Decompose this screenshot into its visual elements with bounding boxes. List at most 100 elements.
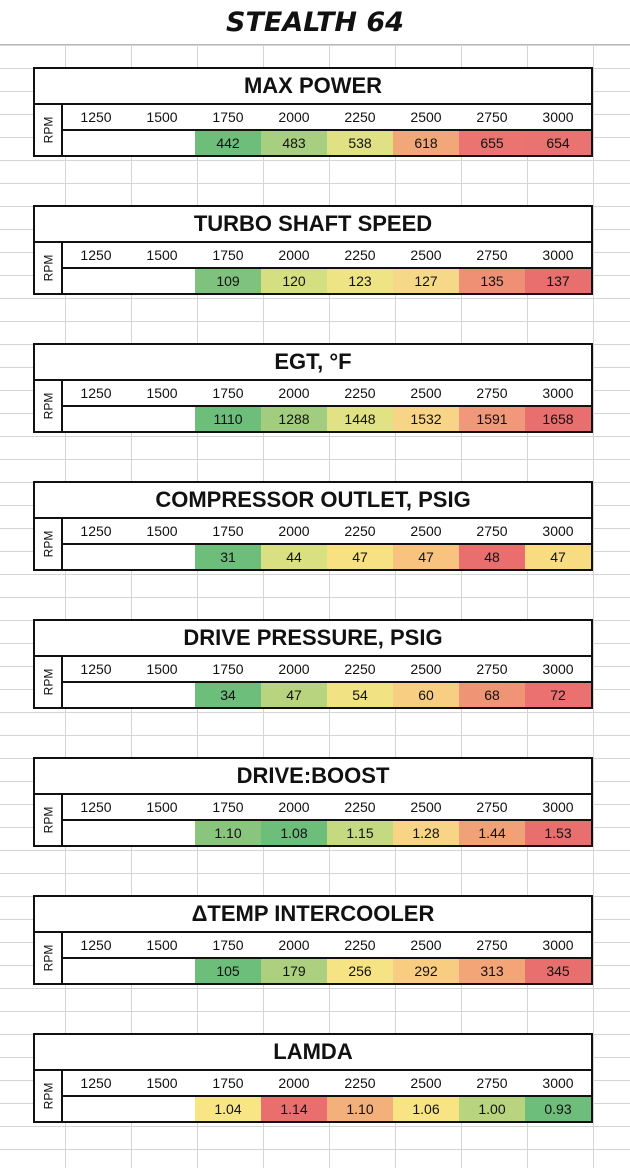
rpm-header-cell[interactable]: 1750 xyxy=(212,385,244,401)
rpm-header-cell[interactable]: 3000 xyxy=(542,937,574,953)
rpm-header-cell[interactable]: 2500 xyxy=(410,661,442,677)
rpm-header-cell[interactable]: 2000 xyxy=(278,247,310,263)
value-cell[interactable]: 1448 xyxy=(327,407,393,431)
rpm-header-cell[interactable]: 2000 xyxy=(278,109,310,125)
value-cell[interactable]: 1.53 xyxy=(525,821,591,845)
value-cell[interactable] xyxy=(63,683,129,707)
value-cell[interactable]: 127 xyxy=(393,269,459,293)
value-cell[interactable]: 137 xyxy=(525,269,591,293)
value-cell[interactable]: 47 xyxy=(393,545,459,569)
value-cell[interactable]: 256 xyxy=(327,959,393,983)
panel-title[interactable]: TURBO SHAFT SPEED xyxy=(35,207,591,243)
value-cell[interactable]: 1.08 xyxy=(261,821,327,845)
rpm-label-cell[interactable]: RPM xyxy=(35,243,63,293)
rpm-header-cell[interactable]: 1750 xyxy=(212,1075,244,1091)
value-cell[interactable]: 1.10 xyxy=(327,1097,393,1121)
value-cell[interactable] xyxy=(63,1097,129,1121)
value-cell[interactable]: 1.10 xyxy=(195,821,261,845)
rpm-header-cell[interactable]: 3000 xyxy=(542,799,574,815)
rpm-header-cell[interactable]: 1250 xyxy=(80,247,112,263)
rpm-header-cell[interactable]: 1750 xyxy=(212,937,244,953)
rpm-header-cell[interactable]: 2000 xyxy=(278,1075,310,1091)
rpm-header-cell[interactable]: 2000 xyxy=(278,799,310,815)
rpm-header-cell[interactable]: 3000 xyxy=(542,661,574,677)
rpm-header-cell[interactable]: 1250 xyxy=(80,523,112,539)
value-cell[interactable]: 179 xyxy=(261,959,327,983)
value-cell[interactable]: 120 xyxy=(261,269,327,293)
rpm-header-cell[interactable]: 2500 xyxy=(410,247,442,263)
rpm-header-cell[interactable]: 1500 xyxy=(146,661,178,677)
value-cell[interactable] xyxy=(63,131,129,155)
value-cell[interactable]: 34 xyxy=(195,683,261,707)
value-cell[interactable] xyxy=(63,821,129,845)
value-cell[interactable]: 0.93 xyxy=(525,1097,591,1121)
value-cell[interactable] xyxy=(63,959,129,983)
rpm-header-cell[interactable]: 1750 xyxy=(212,523,244,539)
rpm-header-cell[interactable]: 1500 xyxy=(146,385,178,401)
rpm-header-cell[interactable]: 2250 xyxy=(344,247,376,263)
rpm-header-cell[interactable]: 1500 xyxy=(146,523,178,539)
rpm-header-cell[interactable]: 2250 xyxy=(344,937,376,953)
rpm-header-cell[interactable]: 1500 xyxy=(146,799,178,815)
rpm-header-cell[interactable]: 3000 xyxy=(542,109,574,125)
rpm-header-cell[interactable]: 2750 xyxy=(476,109,508,125)
panel-title[interactable]: ΔTEMP INTERCOOLER xyxy=(35,897,591,933)
value-cell[interactable] xyxy=(129,1097,195,1121)
rpm-header-cell[interactable]: 3000 xyxy=(542,1075,574,1091)
value-cell[interactable]: 135 xyxy=(459,269,525,293)
value-cell[interactable] xyxy=(129,683,195,707)
panel-title[interactable]: EGT, °F xyxy=(35,345,591,381)
value-cell[interactable] xyxy=(129,959,195,983)
value-cell[interactable]: 47 xyxy=(525,545,591,569)
rpm-label-cell[interactable]: RPM xyxy=(35,933,63,983)
value-cell[interactable] xyxy=(63,545,129,569)
panel-title[interactable]: MAX POWER xyxy=(35,69,591,105)
value-cell[interactable]: 68 xyxy=(459,683,525,707)
rpm-header-cell[interactable]: 1750 xyxy=(212,799,244,815)
panel-title[interactable]: DRIVE PRESSURE, PSIG xyxy=(35,621,591,657)
rpm-label-cell[interactable]: RPM xyxy=(35,519,63,569)
rpm-header-cell[interactable]: 2250 xyxy=(344,661,376,677)
rpm-header-cell[interactable]: 2750 xyxy=(476,661,508,677)
rpm-header-cell[interactable]: 1500 xyxy=(146,1075,178,1091)
rpm-header-cell[interactable]: 1250 xyxy=(80,109,112,125)
rpm-header-cell[interactable]: 1750 xyxy=(212,661,244,677)
value-cell[interactable]: 313 xyxy=(459,959,525,983)
value-cell[interactable]: 618 xyxy=(393,131,459,155)
rpm-header-cell[interactable]: 2500 xyxy=(410,799,442,815)
value-cell[interactable]: 345 xyxy=(525,959,591,983)
value-cell[interactable] xyxy=(63,407,129,431)
value-cell[interactable]: 47 xyxy=(261,683,327,707)
rpm-header-cell[interactable]: 2500 xyxy=(410,523,442,539)
value-cell[interactable]: 31 xyxy=(195,545,261,569)
value-cell[interactable]: 1658 xyxy=(525,407,591,431)
rpm-header-cell[interactable]: 2000 xyxy=(278,523,310,539)
rpm-header-cell[interactable]: 2250 xyxy=(344,1075,376,1091)
rpm-header-cell[interactable]: 2500 xyxy=(410,1075,442,1091)
value-cell[interactable]: 60 xyxy=(393,683,459,707)
rpm-header-cell[interactable]: 2500 xyxy=(410,385,442,401)
rpm-header-cell[interactable]: 2000 xyxy=(278,937,310,953)
rpm-label-cell[interactable]: RPM xyxy=(35,1071,63,1121)
rpm-header-cell[interactable]: 2000 xyxy=(278,661,310,677)
value-cell[interactable]: 1.15 xyxy=(327,821,393,845)
rpm-header-cell[interactable]: 3000 xyxy=(542,385,574,401)
value-cell[interactable] xyxy=(129,269,195,293)
value-cell[interactable]: 44 xyxy=(261,545,327,569)
rpm-label-cell[interactable]: RPM xyxy=(35,381,63,431)
value-cell[interactable]: 654 xyxy=(525,131,591,155)
value-cell[interactable]: 483 xyxy=(261,131,327,155)
rpm-header-cell[interactable]: 1250 xyxy=(80,937,112,953)
value-cell[interactable] xyxy=(129,545,195,569)
value-cell[interactable]: 1.06 xyxy=(393,1097,459,1121)
panel-title[interactable]: DRIVE:BOOST xyxy=(35,759,591,795)
rpm-header-cell[interactable]: 2500 xyxy=(410,109,442,125)
value-cell[interactable]: 1.14 xyxy=(261,1097,327,1121)
value-cell[interactable]: 1.44 xyxy=(459,821,525,845)
rpm-header-cell[interactable]: 1500 xyxy=(146,247,178,263)
value-cell[interactable]: 47 xyxy=(327,545,393,569)
rpm-header-cell[interactable]: 2750 xyxy=(476,523,508,539)
value-cell[interactable]: 442 xyxy=(195,131,261,155)
value-cell[interactable]: 1591 xyxy=(459,407,525,431)
value-cell[interactable] xyxy=(129,821,195,845)
